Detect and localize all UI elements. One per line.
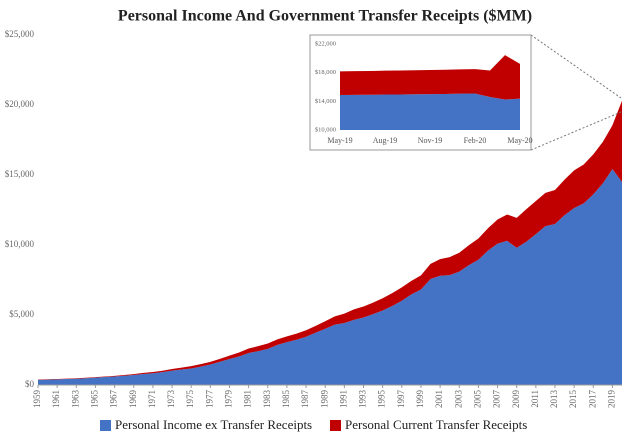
x-tick-label: 1985 (281, 390, 291, 409)
x-tick-label: 2009 (511, 390, 521, 409)
x-tick-label: 2003 (453, 390, 463, 409)
y-tick-label: $0 (25, 379, 35, 389)
x-tick-label: 1971 (147, 390, 157, 408)
x-tick-label: 1983 (262, 390, 272, 409)
x-tick-label: 1991 (338, 390, 348, 408)
y-tick-label: $5,000 (9, 309, 34, 319)
y-tick-label: $10,000 (315, 126, 336, 133)
legend-swatch (100, 420, 111, 431)
x-tick-label: 1975 (185, 390, 195, 409)
x-tick-label: 1973 (166, 390, 176, 409)
legend: Personal Income ex Transfer Receipts Pers… (100, 417, 527, 432)
x-tick-label: May-19 (327, 136, 352, 145)
x-tick-label: 1993 (358, 390, 368, 409)
x-tick-label: 1959 (32, 390, 42, 409)
x-tick-label: 2019 (606, 390, 616, 409)
zoom-guide (530, 111, 622, 151)
x-tick-label: 2001 (434, 390, 444, 408)
x-tick-label: Feb-20 (464, 136, 487, 145)
legend-label: Personal Income ex Transfer Receipts (115, 417, 312, 432)
x-tick-label: 1981 (243, 390, 253, 408)
x-tick-label: Aug-19 (373, 136, 397, 145)
y-tick-label: $25,000 (5, 29, 35, 39)
x-tick-label: 2013 (549, 390, 559, 409)
x-tick-label: 1961 (51, 390, 61, 408)
inset-plot: $10,000 $14,000 $18,000 $22,000 May-19 Aug-19… (315, 40, 533, 144)
zoom-guide (530, 34, 622, 99)
y-tick-label: $15,000 (5, 169, 35, 179)
x-tick-label: 1987 (300, 390, 310, 409)
area (38, 100, 622, 380)
x-tick-label: 1999 (415, 390, 425, 409)
chart-title: Personal Income And Government Transfer … (118, 8, 532, 25)
x-tick-label: Nov-19 (418, 136, 442, 145)
x-tick-label: 2017 (587, 390, 597, 409)
x-tick-label: 1963 (70, 390, 80, 409)
x-tick-label: 2005 (472, 390, 482, 409)
x-tick-label: 1979 (224, 390, 234, 409)
x-tick-label: 1965 (90, 390, 100, 409)
main-plot: $0 $5,000 $10,000 $15,000 $20,000 $25,000 1959… (5, 29, 622, 408)
x-tick-label: 1969 (128, 390, 138, 409)
y-tick-label: $22,000 (315, 40, 336, 47)
y-tick-label: $10,000 (5, 239, 35, 249)
x-tick-label: 2011 (530, 390, 540, 408)
area (340, 93, 520, 130)
legend-swatch (330, 420, 341, 431)
x-tick-label: 2015 (568, 390, 578, 409)
legend-label: Personal Current Transfer Receipts (345, 417, 527, 432)
y-tick-label: $20,000 (5, 99, 35, 109)
y-tick-label: $18,000 (315, 69, 336, 76)
x-tick-label: 1995 (377, 390, 387, 409)
x-tick-label: 2007 (492, 390, 502, 409)
area (38, 168, 622, 385)
y-tick-label: $14,000 (315, 98, 336, 105)
x-tick-label: 1977 (204, 390, 214, 409)
x-tick-label: 1989 (319, 390, 329, 409)
x-tick-label: May-20 (507, 136, 532, 145)
area (340, 55, 520, 100)
x-tick-label: 1997 (396, 390, 406, 409)
x-tick-label: 1967 (109, 390, 119, 409)
